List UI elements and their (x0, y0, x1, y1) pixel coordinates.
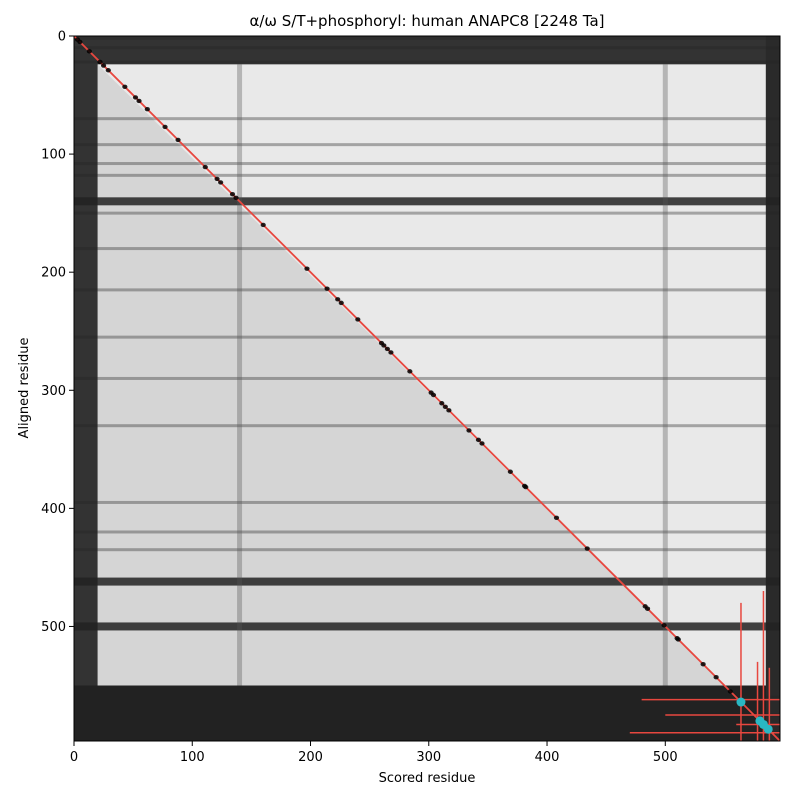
phospho-site-marker (77, 39, 83, 45)
y-axis: 0 100 200 300 400 500 (41, 30, 74, 635)
y-tick-label: 300 (41, 384, 66, 399)
heatmap-dark-row (74, 424, 780, 428)
phospho-site-marker (479, 441, 485, 446)
y-tick-label: 200 (41, 266, 66, 281)
x-axis-label: Scored residue (379, 771, 476, 786)
phospho-site-marker (338, 300, 344, 306)
heatmap-dark-row (74, 46, 780, 50)
heatmap-dark-row (74, 197, 780, 206)
heatmap-dark-row (74, 335, 780, 339)
phospho-site-marker (304, 266, 310, 271)
phospho-site-marker (407, 369, 413, 374)
heatmap-dark-row (74, 288, 780, 292)
diagonal-line (74, 36, 780, 741)
phospho-site-marker (439, 401, 445, 406)
phospho-site-marker (475, 437, 482, 443)
phospho-site-marker (122, 84, 128, 89)
phospho-site-marker (136, 98, 142, 104)
heatmap-dark-row (74, 622, 780, 631)
phospho-site-marker (727, 689, 733, 694)
y-tick-label: 400 (41, 502, 66, 517)
heatmap-dark-row (74, 731, 780, 735)
phospho-site-marker (100, 63, 107, 68)
phospho-site-marker (175, 137, 181, 143)
phospho-site-marker (430, 392, 437, 398)
phospho-site-marker (442, 404, 448, 410)
highlighted-site-marker (763, 724, 773, 734)
heatmap-dark-row (74, 143, 780, 147)
heatmap-dark-row (74, 60, 780, 64)
chart-title: α/ω S/T+phosphoryl: human ANAPC8 [2248 T… (249, 12, 604, 30)
x-tick-label: 200 (298, 750, 323, 765)
phospho-site-marker (214, 176, 220, 182)
phospho-site-marker (355, 317, 361, 322)
x-tick-label: 400 (535, 750, 560, 765)
heatmap-dark-column (237, 64, 243, 686)
phospho-site-marker (553, 515, 560, 521)
heatmap-dark-row (74, 548, 780, 552)
plot-area (74, 36, 780, 741)
heatmap-left-band (74, 36, 98, 741)
phospho-site-marker (644, 606, 651, 611)
phospho-site-marker (507, 469, 513, 474)
heatmap-dark-column (662, 64, 668, 686)
phospho-site-marker (218, 180, 224, 185)
heatmap-dark-row (74, 211, 780, 215)
heatmap-right-band (765, 36, 780, 741)
phospho-site-marker (97, 59, 103, 65)
heatmap-dark-row (74, 117, 780, 121)
y-tick-label: 0 (58, 30, 66, 45)
phospho-site-marker (584, 546, 590, 551)
phospho-site-marker (700, 662, 706, 667)
phospho-site-marker (523, 484, 529, 490)
heatmap-bottom-band (74, 685, 780, 741)
heatmap-dark-row (74, 173, 780, 177)
heatmap-dark-row (74, 500, 780, 504)
phospho-site-marker (260, 222, 266, 228)
heatmap-dark-row (74, 36, 780, 40)
phospho-site-marker (388, 350, 394, 355)
x-tick-label: 300 (416, 750, 441, 765)
heatmap-dark-row (74, 695, 780, 699)
phospho-site-marker (384, 346, 390, 352)
heatmap-dark-row (74, 713, 780, 717)
phospho-site-marker (713, 675, 719, 680)
x-tick-label: 0 (70, 750, 78, 765)
phospho-site-marker (233, 195, 239, 200)
phospho-site-marker (466, 428, 472, 433)
phospho-site-marker (661, 623, 667, 628)
x-tick-label: 500 (653, 750, 678, 765)
phospho-site-marker (162, 124, 168, 130)
heatmap-dark-row (74, 376, 780, 380)
phospho-site-marker (132, 95, 139, 100)
heatmap-dark-row (74, 247, 780, 251)
y-axis-label: Aligned residue (17, 338, 32, 439)
phospho-site-marker (86, 49, 92, 54)
heatmap-dark-row (74, 530, 780, 534)
phospho-site-marker (202, 164, 208, 170)
phospho-site-marker (105, 68, 111, 73)
phospho-site-marker (381, 343, 387, 348)
phospho-site-marker (675, 637, 681, 642)
phospho-site-marker (324, 286, 330, 291)
x-axis: 0 100 200 300 400 500 (70, 741, 678, 765)
plot-frame (73, 35, 781, 742)
heatmap-dark-row (74, 577, 780, 586)
highlighted-site-marker (736, 697, 746, 707)
y-tick-label: 500 (41, 620, 66, 635)
phospho-site-marker (144, 107, 150, 112)
heatmap-dark-row (74, 162, 780, 166)
x-tick-label: 100 (180, 750, 205, 765)
y-tick-label: 100 (41, 148, 66, 163)
phospho-site-marker (446, 408, 452, 413)
phospho-site-marker (335, 297, 341, 302)
heatmap-top-band (74, 36, 780, 65)
phospho-site-marker (229, 192, 236, 197)
